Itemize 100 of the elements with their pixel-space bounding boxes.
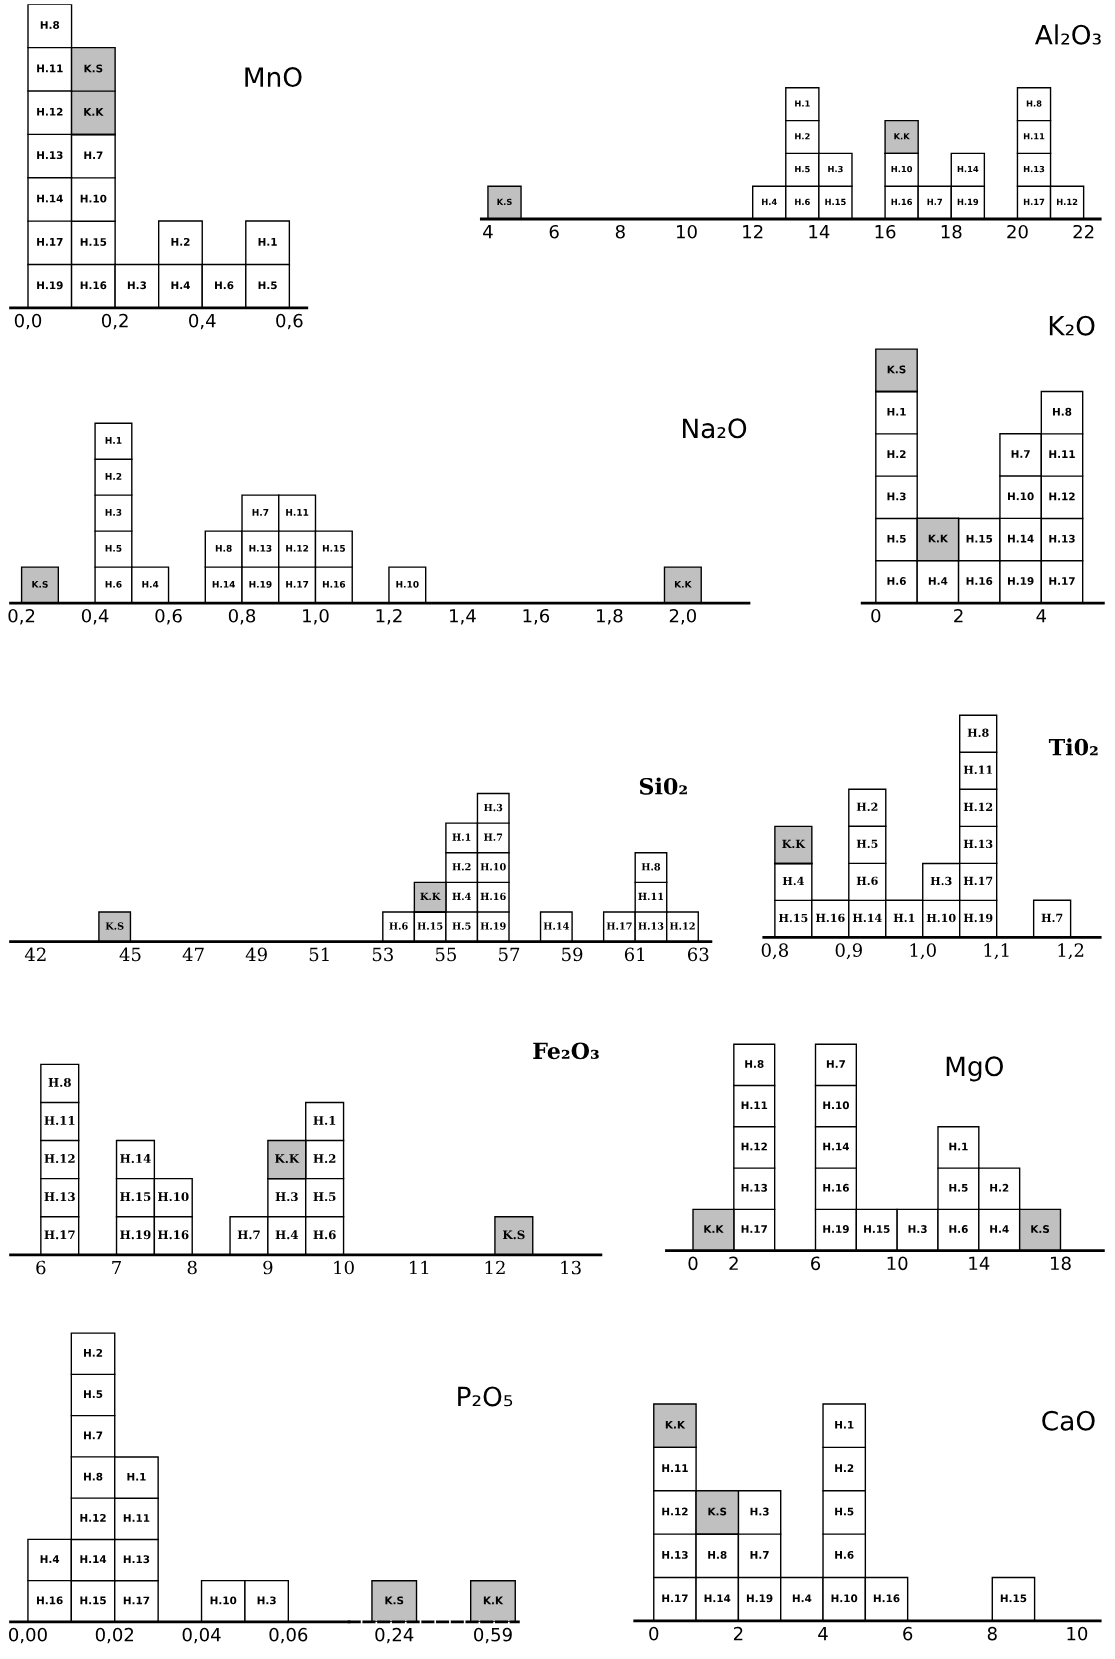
annotation: H.8 (84, 1472, 103, 1481)
annotation: H.2 (835, 1464, 854, 1472)
annotation: H.13 (638, 922, 664, 930)
annotation: H.1 (105, 437, 122, 444)
annotation: H.15 (80, 1596, 106, 1605)
annotation: H.11 (37, 64, 63, 73)
annotation: H.17 (606, 922, 632, 930)
annotation: H.12 (669, 922, 695, 930)
x-tick-label: 4 (1036, 609, 1047, 623)
annotation: H.5 (949, 1183, 968, 1192)
annotation: K.S (32, 580, 48, 588)
x-tick-label: 0,9 (835, 943, 862, 960)
x-tick-label: 13 (561, 1260, 581, 1275)
x-tick-label: 0,24 (375, 1627, 414, 1644)
annotation: H.12 (662, 1507, 688, 1516)
annotation: H.2 (990, 1183, 1009, 1192)
annotation: K.K (84, 108, 104, 116)
annotation: H.14 (1007, 534, 1034, 543)
annotation: H.3 (930, 876, 952, 886)
annotation: H.11 (44, 1116, 75, 1125)
annotation: H.19 (1007, 577, 1034, 585)
x-tick-label: 0,59 (474, 1627, 512, 1644)
x-tick-label: 51 (309, 947, 329, 962)
annotation: H.6 (215, 281, 234, 290)
annotation: H.5 (452, 922, 471, 930)
annotation: H.17 (963, 876, 993, 886)
annotation: K.K (665, 1420, 686, 1429)
x-tick-label: 0,6 (155, 608, 182, 625)
annotation: H.2 (887, 450, 906, 458)
annotation: H.19 (957, 198, 979, 206)
annotation: H.5 (258, 281, 277, 290)
annotation: H.6 (105, 580, 122, 588)
x-tick-label: 2 (733, 1626, 743, 1641)
annotation: H.4 (990, 1225, 1009, 1233)
annotation: K.S (1031, 1225, 1050, 1233)
annotation: H.16 (873, 1594, 900, 1603)
x-tick-label: 1,1 (984, 943, 1009, 960)
annotation: H.2 (84, 1348, 103, 1357)
annotation: H.4 (782, 876, 804, 886)
annotation: H.14 (823, 1142, 850, 1151)
annotation: H.16 (37, 1596, 63, 1605)
annotation: H.7 (1011, 450, 1030, 458)
annotation: H.7 (252, 509, 269, 516)
x-tick-label: 0 (871, 608, 881, 623)
annotation: K.S (502, 1230, 525, 1240)
chart-title: K₂O (1049, 315, 1095, 336)
annotation: H.13 (1049, 534, 1075, 543)
annotation: K.S (105, 922, 124, 930)
text: Ti0₂ (1048, 738, 1098, 756)
x-tick-label: 10 (334, 1260, 354, 1275)
x-tick-label: 0,0 (14, 313, 42, 330)
x-tick-label: 2,0 (669, 608, 697, 625)
annotation: H.10 (823, 1101, 849, 1110)
annotation: H.17 (1049, 577, 1075, 585)
annotation: H.12 (1056, 198, 1078, 205)
annotation: H.12 (80, 1513, 106, 1522)
annotation: H.16 (966, 577, 993, 585)
annotation: K.K (275, 1154, 300, 1164)
annotation: H.19 (480, 922, 506, 930)
annotation: H.12 (286, 544, 309, 552)
annotation: H.17 (1023, 198, 1045, 205)
x-tick-label: 63 (687, 947, 709, 962)
annotation: H.6 (949, 1225, 968, 1233)
x-tick-label: 6 (549, 224, 559, 239)
annotation: H.4 (452, 892, 471, 901)
annotation: H.11 (638, 892, 664, 901)
annotation: K.K (894, 133, 910, 140)
x-tick-label: 57 (499, 947, 520, 962)
x-tick-label: 12 (743, 224, 763, 239)
x-tick-label: 0,8 (228, 608, 256, 625)
annotation: H.4 (928, 577, 948, 585)
annotation: H.3 (828, 165, 843, 173)
annotation: H.3 (750, 1507, 769, 1516)
x-tick-label: 16 (875, 224, 896, 239)
x-tick-label: 14 (969, 1256, 990, 1270)
x-tick-label: 42 (24, 947, 46, 961)
x-tick-label: 0,4 (81, 608, 109, 625)
annotation: H.2 (856, 802, 878, 811)
annotation: H.6 (795, 198, 810, 206)
annotation: H.10 (396, 580, 419, 588)
annotation: H.16 (815, 913, 845, 923)
annotation: K.K (704, 1225, 724, 1233)
x-tick-label: 20 (1007, 224, 1028, 239)
annotation: H.14 (80, 1555, 107, 1563)
annotation: H.13 (44, 1192, 75, 1202)
annotation: H.7 (826, 1060, 846, 1068)
annotation: H.15 (778, 913, 808, 923)
annotation: H.14 (852, 913, 882, 923)
annotation: H.6 (389, 922, 408, 930)
annotation: H.6 (835, 1550, 854, 1559)
annotation: H.10 (480, 863, 506, 871)
annotation: H.16 (891, 198, 913, 206)
annotation: H.1 (949, 1142, 968, 1151)
annotation: H.12 (741, 1142, 767, 1151)
annotation: H.16 (80, 281, 107, 290)
annotation: H.5 (795, 166, 810, 173)
x-tick-label: 0 (649, 1626, 659, 1641)
annotation: H.1 (452, 833, 471, 841)
x-tick-label: 0,2 (8, 608, 35, 625)
chart-title: MgO (946, 1056, 1003, 1082)
